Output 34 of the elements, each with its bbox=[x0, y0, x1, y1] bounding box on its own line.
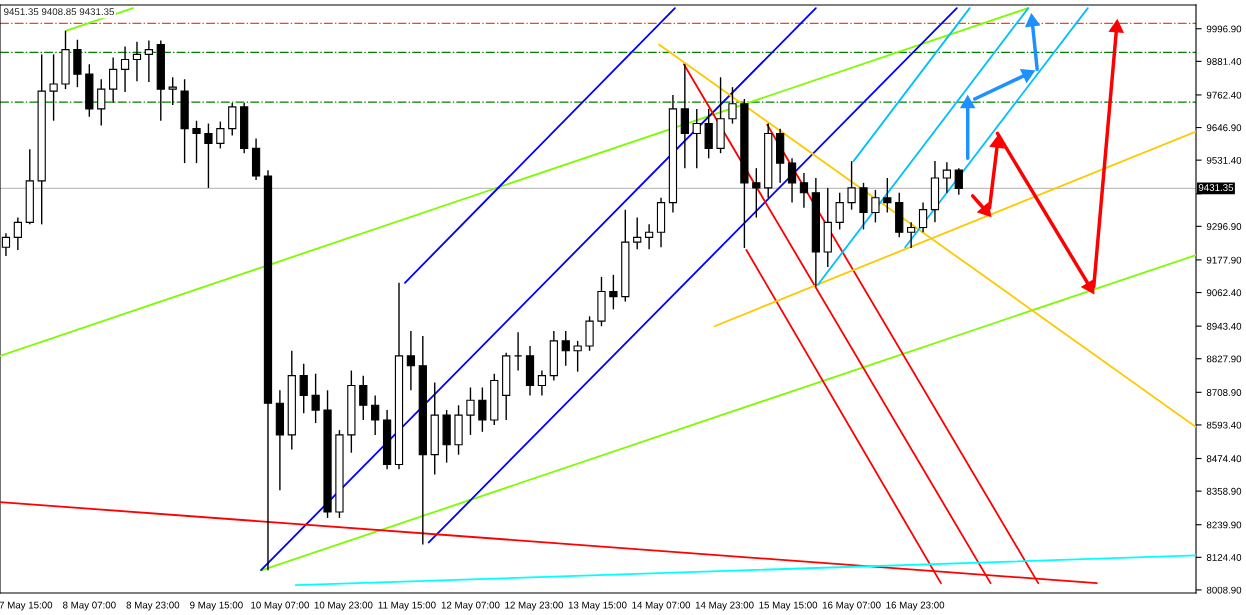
y-tick-label: 8943.40 bbox=[1206, 322, 1242, 330]
y-tick-label: 9531.40 bbox=[1206, 156, 1242, 164]
y-tick-label: 8827.90 bbox=[1206, 355, 1242, 363]
y-tick-label: 9762.40 bbox=[1206, 91, 1242, 99]
y-tick-label: 8008.90 bbox=[1206, 586, 1242, 594]
y-tick-label: 9296.90 bbox=[1206, 223, 1242, 230]
x-tick-label: 16 May 23:00 bbox=[886, 601, 945, 611]
y-tick-label: 8593.40 bbox=[1206, 421, 1242, 429]
x-tick-label: 12 May 23:00 bbox=[505, 601, 564, 611]
x-tick-label: 10 May 23:00 bbox=[314, 601, 373, 611]
y-tick-label: 9881.40 bbox=[1206, 58, 1242, 65]
y-tick-label: 8239.90 bbox=[1206, 521, 1242, 529]
chart-title: 9451.35 9408.85 9431.35 bbox=[4, 8, 115, 16]
y-tick-label: 8358.90 bbox=[1206, 487, 1242, 495]
ref-line-label: 9431.35 bbox=[1198, 184, 1234, 191]
x-tick-label: 8 May 07:00 bbox=[63, 601, 116, 611]
x-tick-label: 12 May 07:00 bbox=[441, 601, 500, 611]
x-tick-label: 11 May 15:00 bbox=[378, 601, 436, 611]
x-tick-label: 10 May 07:00 bbox=[251, 601, 309, 611]
y-tick-label: 9646.90 bbox=[1206, 124, 1242, 132]
x-tick-label: 15 May 15:00 bbox=[759, 601, 818, 611]
x-tick-label: 14 May 23:00 bbox=[695, 601, 754, 611]
x-tick-label: 14 May 07:00 bbox=[632, 601, 691, 611]
x-tick-label: 16 May 07:00 bbox=[822, 601, 881, 611]
y-tick-label: 8124.40 bbox=[1206, 554, 1242, 561]
y-tick-label: 9177.90 bbox=[1206, 256, 1242, 264]
y-tick-label: 9062.40 bbox=[1206, 289, 1242, 297]
y-tick-label: 9996.90 bbox=[1206, 25, 1242, 33]
y-tick-label: 8474.40 bbox=[1206, 455, 1242, 463]
x-tick-label: 13 May 15:00 bbox=[568, 601, 627, 611]
y-tick-label: 8708.90 bbox=[1206, 389, 1242, 396]
x-tick-label: 7 May 15:00 bbox=[0, 601, 53, 611]
x-tick-label: 9 May 15:00 bbox=[190, 601, 243, 611]
x-tick-label: 8 May 23:00 bbox=[126, 601, 180, 611]
